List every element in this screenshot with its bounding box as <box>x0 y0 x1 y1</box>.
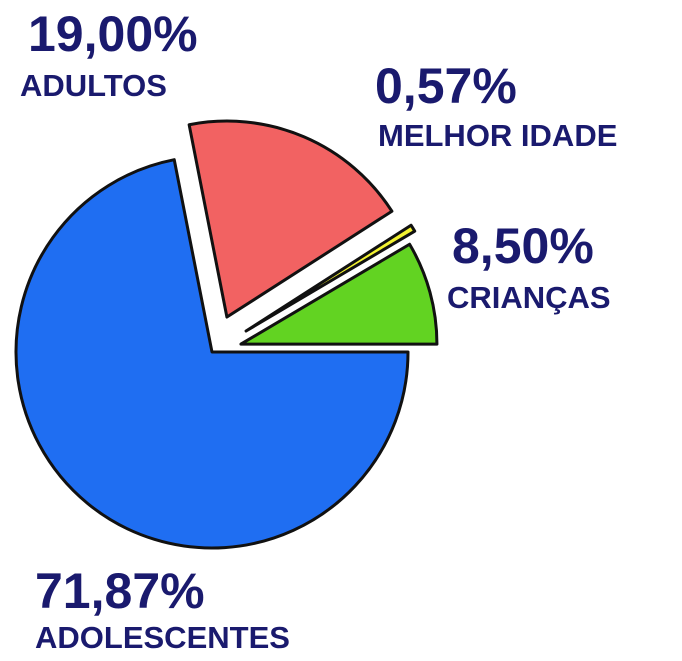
slice-category-label: CRIANÇAS <box>447 280 611 315</box>
pie-slice <box>239 242 439 346</box>
slice-value-label: 8,50% <box>452 218 594 274</box>
slice-category-label: ADULTOS <box>20 68 167 103</box>
slice-value-label: 71,87% <box>35 563 205 619</box>
pie-slice <box>244 223 417 333</box>
pie-slice <box>187 119 394 319</box>
slice-value-label: 19,00% <box>28 6 198 62</box>
slice-value-label: 0,57% <box>375 58 517 114</box>
slice-category-label: MELHOR IDADE <box>378 118 617 153</box>
pie-slice <box>14 158 410 550</box>
slice-category-label: ADOLESCENTES <box>35 620 290 655</box>
